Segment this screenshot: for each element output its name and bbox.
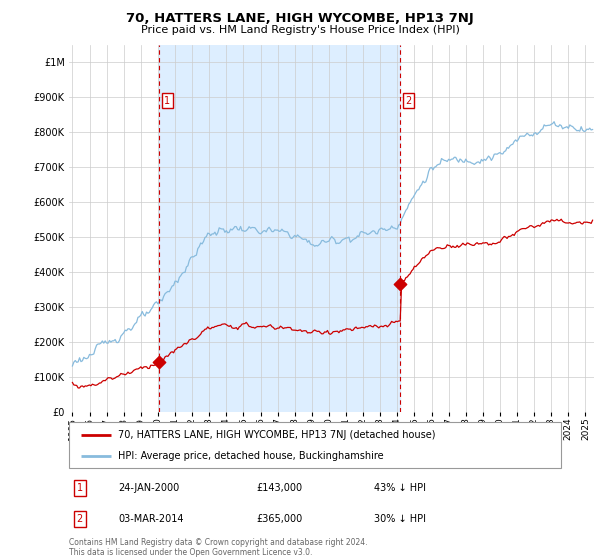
Text: Price paid vs. HM Land Registry's House Price Index (HPI): Price paid vs. HM Land Registry's House … <box>140 25 460 35</box>
Text: 30% ↓ HPI: 30% ↓ HPI <box>374 514 426 524</box>
Text: £365,000: £365,000 <box>256 514 302 524</box>
Text: 24-JAN-2000: 24-JAN-2000 <box>118 483 179 493</box>
Text: 1: 1 <box>77 483 83 493</box>
Text: 1: 1 <box>164 96 170 106</box>
Text: 2: 2 <box>77 514 83 524</box>
Text: 2: 2 <box>406 96 412 106</box>
Text: Contains HM Land Registry data © Crown copyright and database right 2024.
This d: Contains HM Land Registry data © Crown c… <box>69 538 367 557</box>
Text: HPI: Average price, detached house, Buckinghamshire: HPI: Average price, detached house, Buck… <box>118 451 384 461</box>
Point <box>154 357 164 366</box>
Text: £143,000: £143,000 <box>256 483 302 493</box>
Text: 03-MAR-2014: 03-MAR-2014 <box>118 514 184 524</box>
Text: 43% ↓ HPI: 43% ↓ HPI <box>374 483 426 493</box>
Text: 70, HATTERS LANE, HIGH WYCOMBE, HP13 7NJ (detached house): 70, HATTERS LANE, HIGH WYCOMBE, HP13 7NJ… <box>118 430 436 440</box>
Point <box>395 279 405 288</box>
Text: 70, HATTERS LANE, HIGH WYCOMBE, HP13 7NJ: 70, HATTERS LANE, HIGH WYCOMBE, HP13 7NJ <box>126 12 474 25</box>
Bar <box>159 45 400 412</box>
FancyBboxPatch shape <box>69 422 561 468</box>
